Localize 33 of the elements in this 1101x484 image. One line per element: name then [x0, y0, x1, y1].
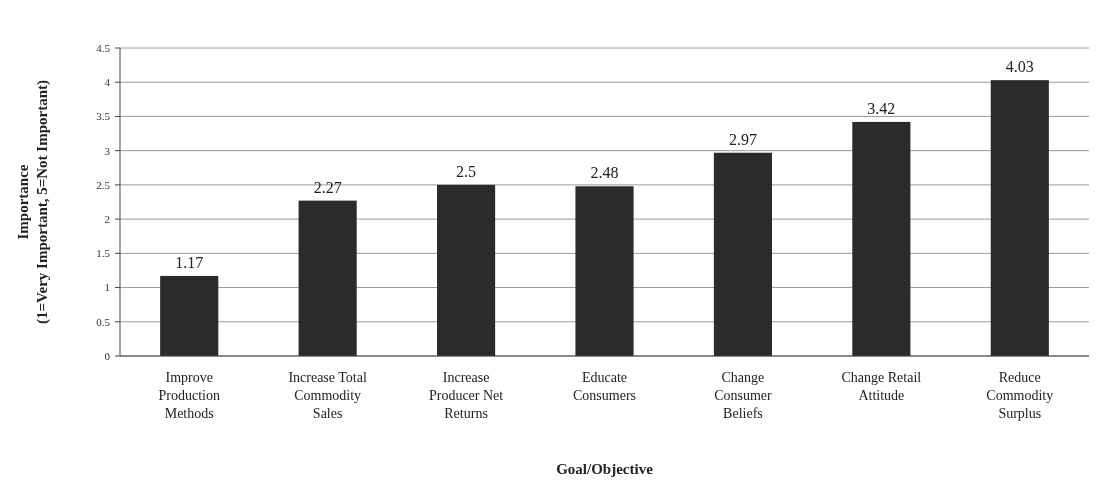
x-axis-title: Goal/Objective — [556, 461, 654, 477]
data-label: 3.42 — [867, 99, 896, 117]
y-tick-label: 0.5 — [96, 315, 111, 328]
x-tick-label: Educate Consumers — [573, 370, 636, 403]
data-label: 2.5 — [456, 162, 477, 180]
x-tick-label: Change Retail Attitude — [841, 370, 922, 403]
bar — [160, 275, 219, 356]
bar — [713, 152, 772, 356]
y-tick-label: 2 — [104, 212, 110, 225]
data-label: 4.03 — [1005, 58, 1034, 76]
y-tick-label: 4.5 — [96, 41, 111, 54]
bar — [852, 121, 911, 356]
data-label: 2.27 — [313, 178, 342, 196]
data-label: 1.17 — [175, 253, 204, 271]
y-tick-label: 3.5 — [96, 110, 111, 123]
y-tick-label: 3 — [104, 144, 111, 157]
x-tick-label: Increase Total Commodity Sales — [288, 370, 367, 421]
data-label: 2.48 — [590, 164, 619, 182]
x-tick-label: Change Consumer Beliefs — [714, 370, 773, 421]
bar — [990, 80, 1049, 356]
y-tick-label: 1.5 — [96, 247, 111, 260]
y-tick-label: 1 — [104, 281, 110, 294]
bar — [298, 200, 357, 356]
data-label: 2.97 — [728, 130, 757, 148]
bar — [575, 186, 634, 356]
x-tick-label: Increase Producer Net Returns — [428, 370, 504, 421]
y-axis-title: Importance (1=Very Important, 5=Not Important) — [15, 79, 51, 325]
y-tick-label: 0 — [104, 349, 111, 362]
x-tick-label: Improve Production Methods — [158, 370, 220, 421]
bar — [437, 184, 496, 356]
x-tick-label: Reduce Commodity Surplus — [986, 370, 1054, 421]
y-tick-label: 4 — [104, 76, 111, 89]
y-tick-label: 2.5 — [96, 178, 111, 191]
